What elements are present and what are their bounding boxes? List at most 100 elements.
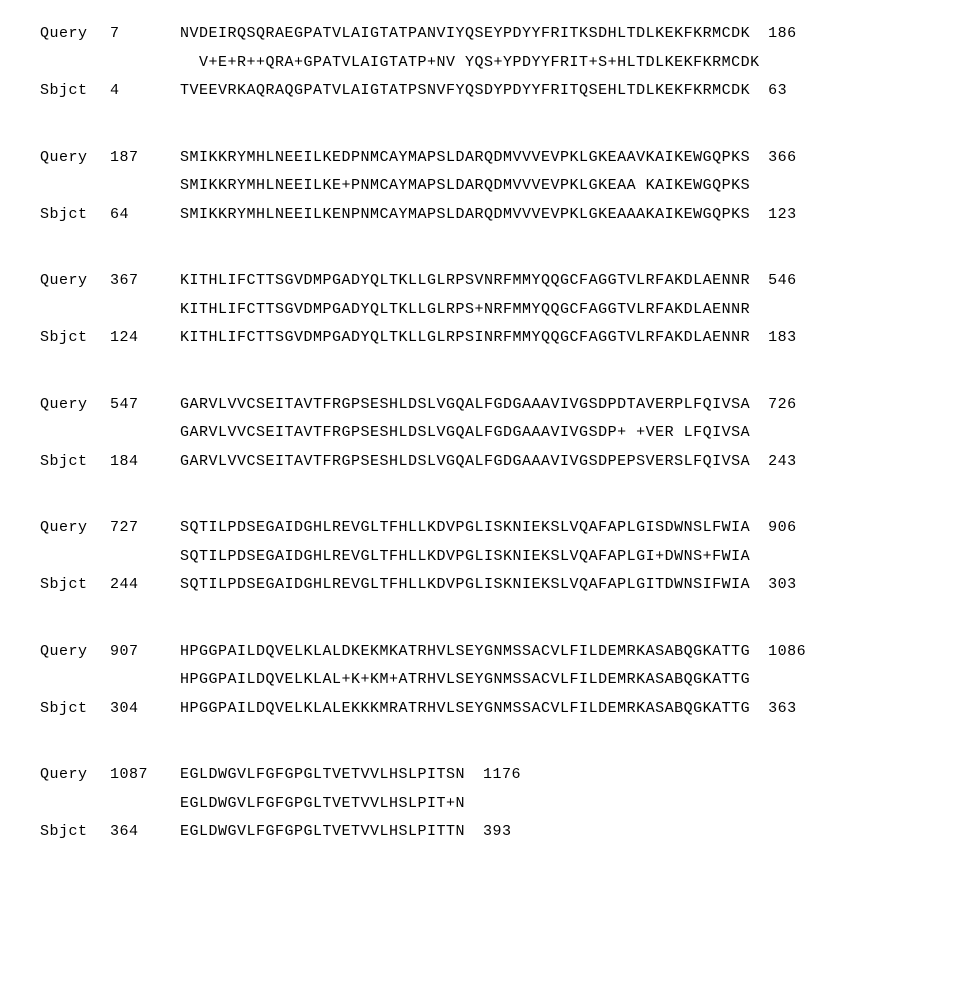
query-seq: EGLDWGVLFGFGPGLTVETVVLHSLPITSN: [180, 761, 465, 790]
match-label-spacer: [40, 296, 110, 325]
match-start-spacer: [110, 543, 180, 572]
match-seq: SQTILPDSEGAIDGHLREVGLTFHLLKDVPGLISKNIEKS…: [180, 543, 750, 572]
sbjct-start: 244: [110, 571, 180, 600]
alignment-block: Query727SQTILPDSEGAIDGHLREVGLTFHLLKDVPGL…: [40, 514, 917, 600]
match-row: SMIKKRYMHLNEEILKE+PNMCAYMAPSLDARQDMVVVEV…: [40, 172, 917, 201]
match-start-spacer: [110, 790, 180, 819]
sbjct-seq: HPGGPAILDQVELKLALEKKKMRATRHVLSEYGNMSSACV…: [180, 695, 750, 724]
sbjct-start: 124: [110, 324, 180, 353]
sbjct-label: Sbjct: [40, 695, 110, 724]
match-start-spacer: [110, 49, 180, 78]
sbjct-seq: EGLDWGVLFGFGPGLTVETVVLHSLPITTN: [180, 818, 465, 847]
query-label: Query: [40, 638, 110, 667]
query-start: 1087: [110, 761, 180, 790]
match-seq: SMIKKRYMHLNEEILKE+PNMCAYMAPSLDARQDMVVVEV…: [180, 172, 750, 201]
sbjct-end: 303: [750, 571, 797, 600]
match-row: EGLDWGVLFGFGPGLTVETVVLHSLPIT+N: [40, 790, 917, 819]
query-end: 726: [750, 391, 797, 420]
query-label: Query: [40, 20, 110, 49]
match-seq: HPGGPAILDQVELKLAL+K+KM+ATRHVLSEYGNMSSACV…: [180, 666, 750, 695]
match-label-spacer: [40, 172, 110, 201]
sbjct-row: Sbjct124KITHLIFCTTSGVDMPGADYQLTKLLGLRPSI…: [40, 324, 917, 353]
sbjct-end: 243: [750, 448, 797, 477]
query-end: 366: [750, 144, 797, 173]
query-start: 7: [110, 20, 180, 49]
query-start: 547: [110, 391, 180, 420]
sbjct-label: Sbjct: [40, 324, 110, 353]
match-row: KITHLIFCTTSGVDMPGADYQLTKLLGLRPS+NRFMMYQQ…: [40, 296, 917, 325]
sbjct-row: Sbjct184GARVLVVCSEITAVTFRGPSESHLDSLVGQAL…: [40, 448, 917, 477]
alignment-block: Query367KITHLIFCTTSGVDMPGADYQLTKLLGLRPSV…: [40, 267, 917, 353]
query-seq: SMIKKRYMHLNEEILKEDPNMCAYMAPSLDARQDMVVVEV…: [180, 144, 750, 173]
sbjct-seq: KITHLIFCTTSGVDMPGADYQLTKLLGLRPSINRFMMYQQ…: [180, 324, 750, 353]
match-label-spacer: [40, 666, 110, 695]
sbjct-start: 184: [110, 448, 180, 477]
query-end: 546: [750, 267, 797, 296]
query-start: 367: [110, 267, 180, 296]
sbjct-row: Sbjct64SMIKKRYMHLNEEILKENPNMCAYMAPSLDARQ…: [40, 201, 917, 230]
sbjct-end: 393: [465, 818, 512, 847]
match-seq: GARVLVVCSEITAVTFRGPSESHLDSLVGQALFGDGAAAV…: [180, 419, 750, 448]
query-row: Query907HPGGPAILDQVELKLALDKEKMKATRHVLSEY…: [40, 638, 917, 667]
sbjct-row: Sbjct244SQTILPDSEGAIDGHLREVGLTFHLLKDVPGL…: [40, 571, 917, 600]
query-label: Query: [40, 144, 110, 173]
query-label: Query: [40, 267, 110, 296]
match-start-spacer: [110, 172, 180, 201]
sbjct-seq: GARVLVVCSEITAVTFRGPSESHLDSLVGQALFGDGAAAV…: [180, 448, 750, 477]
sbjct-row: Sbjct304HPGGPAILDQVELKLALEKKKMRATRHVLSEY…: [40, 695, 917, 724]
match-row: SQTILPDSEGAIDGHLREVGLTFHLLKDVPGLISKNIEKS…: [40, 543, 917, 572]
match-start-spacer: [110, 296, 180, 325]
alignment-block: Query1087EGLDWGVLFGFGPGLTVETVVLHSLPITSN1…: [40, 761, 917, 847]
match-label-spacer: [40, 790, 110, 819]
sbjct-start: 64: [110, 201, 180, 230]
query-start: 907: [110, 638, 180, 667]
sequence-alignment: Query7NVDEIRQSQRAEGPATVLAIGTATPANVIYQSEY…: [40, 20, 917, 847]
sbjct-seq: TVEEVRKAQRAQGPATVLAIGTATPSNVFYQSDYPDYYFR…: [180, 77, 750, 106]
match-row: GARVLVVCSEITAVTFRGPSESHLDSLVGQALFGDGAAAV…: [40, 419, 917, 448]
query-row: Query727SQTILPDSEGAIDGHLREVGLTFHLLKDVPGL…: [40, 514, 917, 543]
query-label: Query: [40, 391, 110, 420]
alignment-block: Query907HPGGPAILDQVELKLALDKEKMKATRHVLSEY…: [40, 638, 917, 724]
alignment-block: Query547GARVLVVCSEITAVTFRGPSESHLDSLVGQAL…: [40, 391, 917, 477]
match-seq: V+E+R++QRA+GPATVLAIGTATP+NV YQS+YPDYYFRI…: [180, 49, 760, 78]
query-start: 727: [110, 514, 180, 543]
query-seq: NVDEIRQSQRAEGPATVLAIGTATPANVIYQSEYPDYYFR…: [180, 20, 750, 49]
query-seq: HPGGPAILDQVELKLALDKEKMKATRHVLSEYGNMSSACV…: [180, 638, 750, 667]
sbjct-label: Sbjct: [40, 201, 110, 230]
match-label-spacer: [40, 543, 110, 572]
query-start: 187: [110, 144, 180, 173]
alignment-block: Query187SMIKKRYMHLNEEILKEDPNMCAYMAPSLDAR…: [40, 144, 917, 230]
query-row: Query1087EGLDWGVLFGFGPGLTVETVVLHSLPITSN1…: [40, 761, 917, 790]
sbjct-row: Sbjct364EGLDWGVLFGFGPGLTVETVVLHSLPITTN39…: [40, 818, 917, 847]
match-label-spacer: [40, 49, 110, 78]
query-end: 1176: [465, 761, 521, 790]
sbjct-end: 123: [750, 201, 797, 230]
sbjct-row: Sbjct4TVEEVRKAQRAQGPATVLAIGTATPSNVFYQSDY…: [40, 77, 917, 106]
sbjct-label: Sbjct: [40, 818, 110, 847]
sbjct-seq: SQTILPDSEGAIDGHLREVGLTFHLLKDVPGLISKNIEKS…: [180, 571, 750, 600]
query-seq: KITHLIFCTTSGVDMPGADYQLTKLLGLRPSVNRFMMYQQ…: [180, 267, 750, 296]
sbjct-start: 4: [110, 77, 180, 106]
query-row: Query187SMIKKRYMHLNEEILKEDPNMCAYMAPSLDAR…: [40, 144, 917, 173]
match-seq: EGLDWGVLFGFGPGLTVETVVLHSLPIT+N: [180, 790, 465, 819]
query-end: 186: [750, 20, 797, 49]
match-seq: KITHLIFCTTSGVDMPGADYQLTKLLGLRPS+NRFMMYQQ…: [180, 296, 750, 325]
sbjct-end: 63: [750, 77, 787, 106]
match-row: V+E+R++QRA+GPATVLAIGTATP+NV YQS+YPDYYFRI…: [40, 49, 917, 78]
query-seq: SQTILPDSEGAIDGHLREVGLTFHLLKDVPGLISKNIEKS…: [180, 514, 750, 543]
query-end: 906: [750, 514, 797, 543]
alignment-block: Query7NVDEIRQSQRAEGPATVLAIGTATPANVIYQSEY…: [40, 20, 917, 106]
sbjct-start: 304: [110, 695, 180, 724]
sbjct-end: 183: [750, 324, 797, 353]
query-label: Query: [40, 514, 110, 543]
match-label-spacer: [40, 419, 110, 448]
sbjct-label: Sbjct: [40, 571, 110, 600]
sbjct-label: Sbjct: [40, 77, 110, 106]
sbjct-seq: SMIKKRYMHLNEEILKENPNMCAYMAPSLDARQDMVVVEV…: [180, 201, 750, 230]
query-row: Query367KITHLIFCTTSGVDMPGADYQLTKLLGLRPSV…: [40, 267, 917, 296]
query-row: Query7NVDEIRQSQRAEGPATVLAIGTATPANVIYQSEY…: [40, 20, 917, 49]
query-label: Query: [40, 761, 110, 790]
sbjct-start: 364: [110, 818, 180, 847]
match-row: HPGGPAILDQVELKLAL+K+KM+ATRHVLSEYGNMSSACV…: [40, 666, 917, 695]
query-seq: GARVLVVCSEITAVTFRGPSESHLDSLVGQALFGDGAAAV…: [180, 391, 750, 420]
